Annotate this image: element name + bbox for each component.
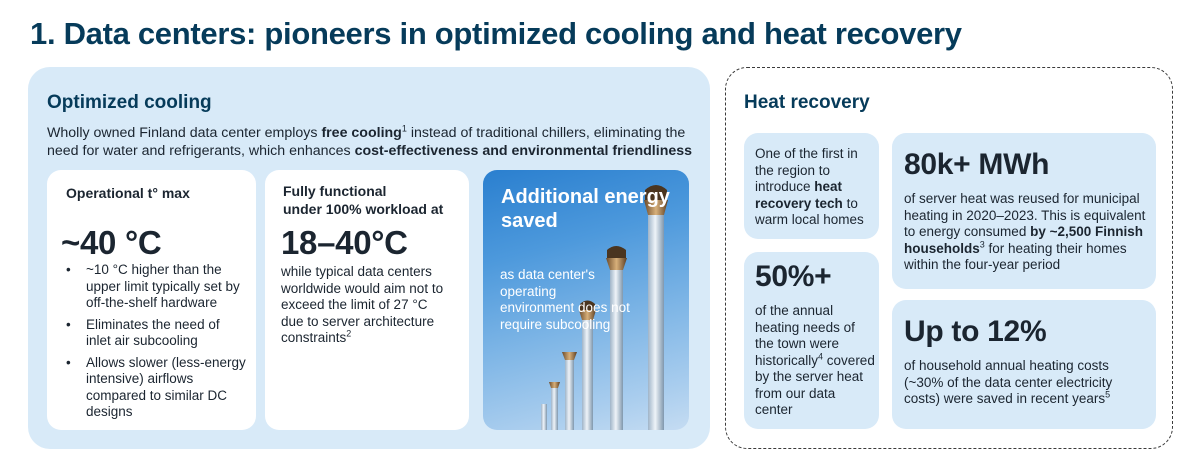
tower-shapes: [541, 185, 668, 430]
workload-label: Fully functional under 100% workload at: [283, 183, 444, 217]
first-in-region-card: [744, 133, 879, 239]
workload-text: while typical data centers worldwide wou…: [281, 264, 444, 345]
mwh-card: [892, 133, 1156, 289]
energy-saved-card: Additional energy saved as data center's…: [483, 170, 689, 430]
heating-costs-value: Up to 12%: [904, 315, 1047, 348]
energy-saved-text: as data center's operating environment d…: [500, 267, 630, 332]
operational-temp-label: Operational t° max: [66, 185, 190, 201]
list-item: Allows slower (less-energy intensive) ai…: [61, 355, 246, 421]
heating-needs-text: of the annual heating needs of the town …: [755, 303, 875, 417]
workload-value: 18–40°C: [281, 224, 408, 261]
workload-card: [265, 170, 469, 430]
energy-saved-title: Additional energy saved: [501, 186, 670, 232]
list-item: Eliminates the need of inlet air subcool…: [61, 317, 246, 350]
heat-recovery-panel: [725, 67, 1173, 449]
heating-costs-card: [892, 300, 1156, 429]
cooling-towers-image: [541, 185, 668, 430]
heating-costs-text: of household annual heating costs (~30% …: [904, 358, 1113, 406]
list-item: ~10 °C higher than the upper limit typic…: [61, 262, 246, 312]
heat-recovery-heading: Heat recovery: [744, 92, 870, 113]
mwh-value: 80k+ MWh: [904, 148, 1050, 181]
heating-needs-value: 50%+: [755, 260, 832, 293]
heating-needs-card: [744, 252, 879, 429]
optimized-cooling-heading: Optimized cooling: [47, 92, 212, 113]
operational-temp-bullets: ~10 °C higher than the upper limit typic…: [61, 262, 246, 426]
first-in-region-text: One of the first in the region to introd…: [755, 146, 864, 227]
operational-temp-value: ~40 °C: [61, 224, 162, 261]
mwh-text: of server heat was reused for municipal …: [904, 191, 1146, 272]
page-title: 1. Data centers: pioneers in optimized c…: [30, 16, 962, 51]
optimized-cooling-intro: Wholly owned Finland data center employs…: [47, 123, 693, 159]
